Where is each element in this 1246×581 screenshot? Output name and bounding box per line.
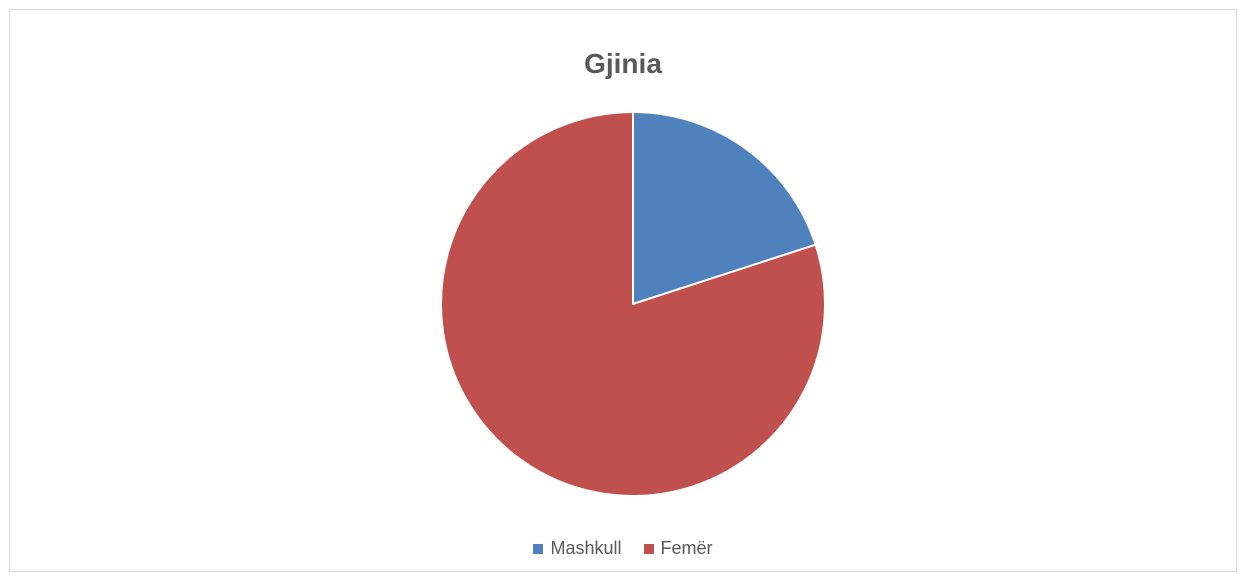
legend-label-mashkull: Mashkull bbox=[550, 538, 622, 558]
chart-title: Gjinia bbox=[584, 48, 662, 79]
chart-legend: Mashkull Femër bbox=[10, 538, 1236, 559]
chart-frame: Gjinia Mashkull Femër bbox=[9, 9, 1237, 572]
legend-label-femer: Femër bbox=[660, 538, 713, 558]
legend-item-femer: Femër bbox=[643, 538, 713, 559]
pie-chart bbox=[440, 111, 826, 497]
legend-item-mashkull: Mashkull bbox=[533, 538, 622, 559]
pie-slice-femer bbox=[440, 111, 826, 497]
legend-swatch-mashkull bbox=[533, 543, 544, 554]
pie-slices bbox=[440, 111, 826, 497]
pie-slice-mashkull bbox=[632, 111, 817, 305]
legend-swatch-femer bbox=[643, 543, 654, 554]
